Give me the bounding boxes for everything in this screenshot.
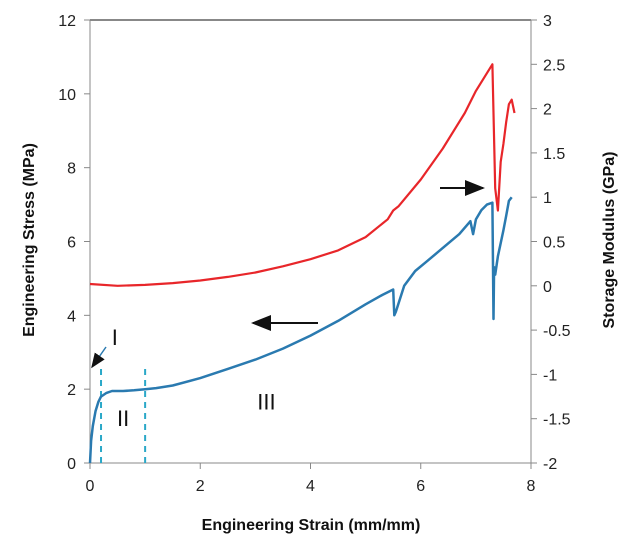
y2-tick-label: 3 [543, 13, 552, 30]
y-axis-ticks: 0 2 4 6 8 10 12 [58, 13, 90, 473]
y2-tick-label: -1.5 [543, 412, 571, 429]
y2-tick-label: -2 [543, 456, 557, 473]
x-tick-label: 0 [86, 478, 95, 495]
series-layer [88, 63, 516, 464]
x-axis-title: Engineering Strain (mm/mm) [202, 517, 421, 534]
reference-lines [100, 368, 147, 463]
y-tick-label: 4 [67, 308, 76, 325]
plot-frame [89, 19, 532, 464]
y2-tick-label: 2 [543, 102, 552, 119]
x-tick-label: 6 [416, 478, 425, 495]
x-tick-label: 2 [196, 478, 205, 495]
y-tick-label: 0 [67, 456, 76, 473]
y-tick-label: 10 [58, 87, 76, 104]
storage-modulus-line [89, 63, 516, 287]
x-tick-label: 4 [306, 478, 315, 495]
x-axis-ticks: 0 2 4 6 8 [86, 463, 536, 495]
region-label: II [117, 406, 129, 431]
engineering-stress-line [88, 196, 513, 464]
x-tick-label: 8 [527, 478, 536, 495]
y2-tick-label: 1 [543, 190, 552, 207]
region-label: III [257, 389, 275, 414]
decor-arrows [91, 180, 485, 369]
y2-tick-label: 1.5 [543, 146, 565, 163]
y2-tick-label: 0.5 [543, 235, 565, 252]
region-i-pointer [91, 346, 107, 369]
y-tick-label: 12 [58, 13, 76, 30]
y2-tick-label: -1 [543, 367, 557, 384]
y-tick-label: 6 [67, 235, 76, 252]
y2-axis-ticks: -2 -1.5 -1 -0.5 0 0.5 1 1.5 2 2.5 3 [531, 13, 571, 473]
y-tick-label: 8 [67, 161, 76, 178]
y2-tick-label: 2.5 [543, 57, 565, 74]
region-label: I [112, 325, 118, 350]
y-tick-label: 2 [67, 382, 76, 399]
y2-axis-title: Storage Modulus (GPa) [601, 152, 618, 329]
y2-tick-label: -0.5 [543, 323, 571, 340]
y2-tick-label: 0 [543, 279, 552, 296]
y-axis-title: Engineering Stress (MPa) [21, 143, 38, 337]
